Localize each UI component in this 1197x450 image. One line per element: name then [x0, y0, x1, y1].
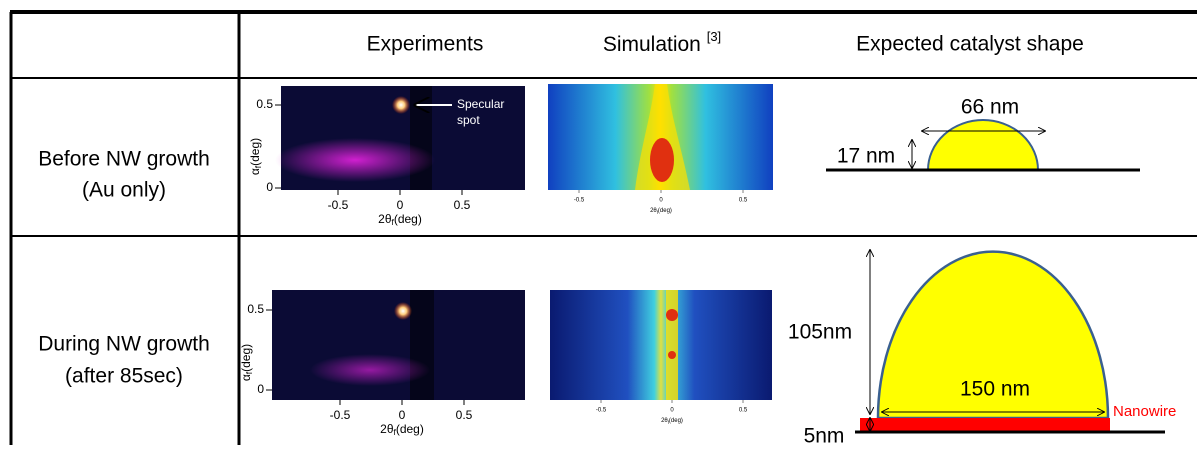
- dimension-label: 17 nm: [837, 145, 895, 168]
- annotation: Specular: [457, 97, 504, 111]
- row-label: (Au only): [82, 179, 166, 202]
- x-tick-label: -0.5: [330, 408, 351, 422]
- x-tick-label: 0: [397, 198, 404, 212]
- x-tick-label: 0.5: [454, 198, 471, 212]
- axis-unit: (deg): [239, 344, 253, 372]
- axis-unit: (deg): [396, 422, 424, 436]
- axis-symbol: α: [239, 374, 253, 381]
- axis-label: 2θf(deg): [380, 422, 424, 437]
- x-tick-label: 0.5: [739, 198, 748, 204]
- dimension-label: 5nm: [804, 425, 845, 445]
- row-label: During NW growth: [38, 333, 210, 356]
- x-tick-label: 0: [399, 408, 406, 422]
- citation: [3]: [707, 29, 721, 44]
- row-label: (after 85sec): [65, 365, 183, 388]
- header-experiments: Experiments: [367, 33, 484, 56]
- x-tick-label: 0.5: [456, 408, 473, 422]
- nanowire-label: Nanowire: [1113, 403, 1176, 420]
- row-label: Before NW growth: [38, 148, 210, 171]
- simulation-image: [550, 290, 772, 400]
- simulation-image: [548, 84, 773, 190]
- axis-symbol: α: [248, 168, 262, 175]
- axis-symbol: 2θ: [378, 212, 392, 226]
- axis-label: αf(deg): [239, 344, 254, 381]
- header-shape: Expected catalyst shape: [856, 33, 1084, 56]
- axis-symbol: 2θ: [380, 422, 394, 436]
- x-tick-label: -0.5: [328, 198, 349, 212]
- experiment-image: [272, 290, 525, 400]
- slide-table: Experiments Simulation [3] Expected cata…: [0, 0, 1197, 445]
- axis-unit: (deg): [248, 138, 262, 166]
- axis-unit: (deg): [394, 212, 422, 226]
- x-tick-label: 0.5: [739, 408, 748, 414]
- axis-unit: (deg): [669, 418, 683, 424]
- header-simulation-text: Simulation: [603, 33, 701, 56]
- axis-label: 2θf(deg): [378, 212, 422, 227]
- axis-unit: (deg): [658, 208, 672, 214]
- axis-label: 2θf(deg): [650, 208, 672, 216]
- axis-label: 2θf(deg): [661, 418, 683, 426]
- page: Experiments Simulation [3] Expected cata…: [0, 0, 1197, 445]
- dimension-label: 150 nm: [960, 378, 1030, 401]
- y-tick-label: 0: [266, 180, 273, 194]
- x-tick-label: -0.5: [596, 408, 607, 414]
- y-tick-label: 0: [257, 382, 264, 396]
- x-tick-label: 0: [670, 408, 674, 414]
- annotation: spot: [457, 113, 480, 127]
- y-tick-label: 0.5: [247, 302, 264, 316]
- header-simulation: Simulation [3]: [603, 29, 721, 55]
- axis-label: αf(deg): [248, 138, 263, 175]
- x-tick-label: -0.5: [574, 198, 585, 204]
- y-tick-label: 0.5: [256, 97, 273, 111]
- dimension-label: 66 nm: [961, 96, 1019, 119]
- x-tick-label: 0: [659, 198, 663, 204]
- dimension-label: 105nm: [788, 321, 852, 344]
